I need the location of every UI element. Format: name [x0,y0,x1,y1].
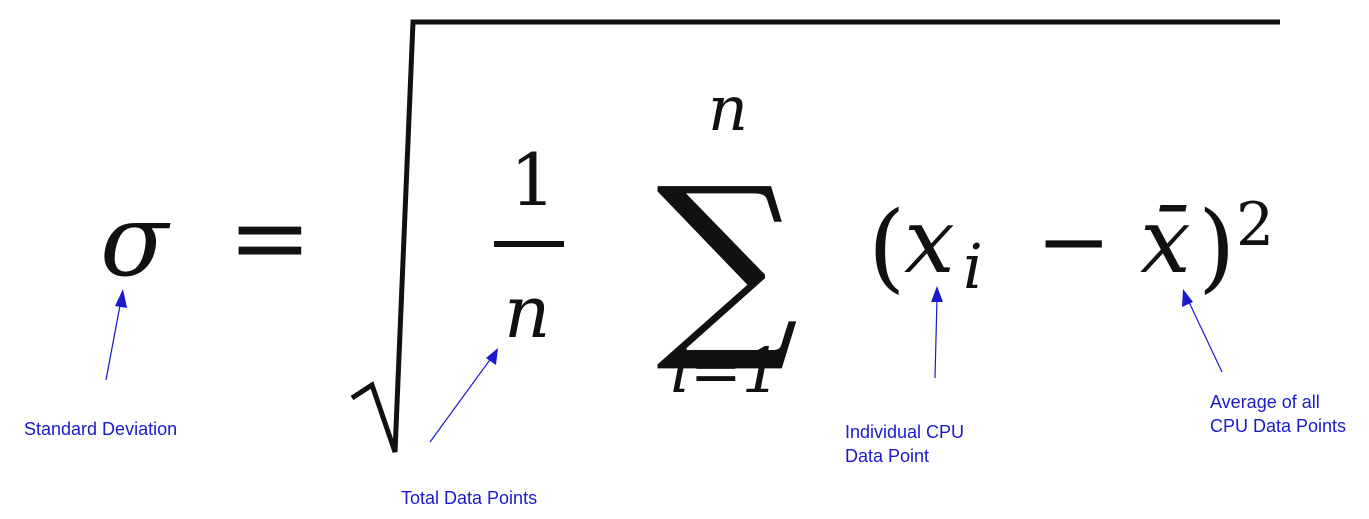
label-individual-line1: Individual CPU [845,422,964,442]
label-average-line1: Average of all [1210,392,1320,412]
fraction-bar [494,241,564,247]
open-parenthesis: ( [868,191,905,303]
fraction-denominator: n [504,270,550,354]
arrow-individual-data-point [931,286,943,379]
close-parenthesis: ) [1198,191,1235,303]
fraction-numerator: 1 [510,138,556,222]
x-bar-variable: x̄ [1140,189,1191,294]
x-variable: x [904,189,955,294]
subscript-i: i [963,230,983,303]
label-total-data-points: Total Data Points [401,488,537,508]
arrow-standard-deviation [105,289,127,381]
sum-upper-limit: n [708,72,748,145]
sigma-symbol: σ [100,182,171,299]
equals-sign: = [228,179,312,296]
sum-lower-limit: i=1 [670,334,781,407]
exponent-2: 2 [1236,190,1274,260]
summation-symbol: ∑ [656,145,799,378]
label-average-line2: CPU Data Points [1210,416,1346,436]
label-standard-deviation: Standard Deviation [24,419,177,439]
arrow-average-data-points [1182,289,1223,373]
square-root-sign [350,19,1280,453]
arrow-total-data-points [429,348,498,443]
label-individual-line2: Data Point [845,446,929,466]
minus-sign: − [1036,189,1111,294]
